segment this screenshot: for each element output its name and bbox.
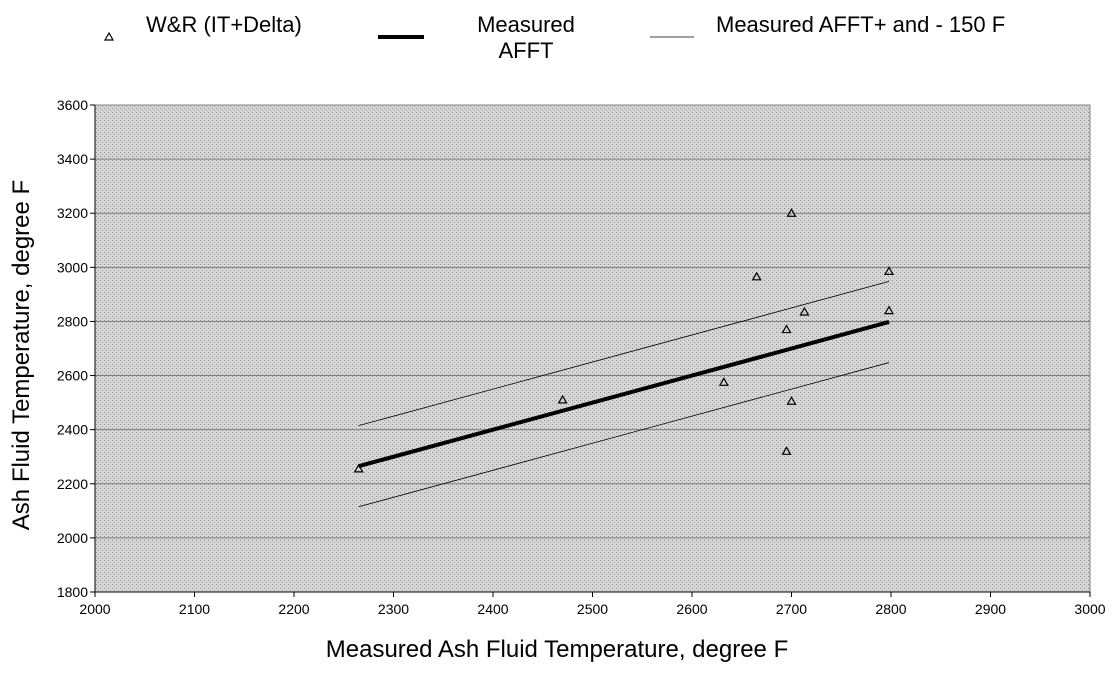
legend-label-bounds: Measured AFFT+ and - 150 F [716,12,1006,37]
scatter-point [353,463,364,473]
data-series [353,208,895,508]
y-tick-label: 3000 [57,259,88,275]
x-tick-label: 2600 [676,601,707,617]
legend-label-wr: W&R (IT+Delta) [146,12,302,37]
x-tick-label: 2200 [278,601,309,617]
y-tick-label: 2800 [57,313,88,329]
y-tick-label: 2600 [57,368,88,384]
x-tick-label: 2900 [975,601,1006,617]
legend-label-measured-afft: Measured AFFT [456,12,596,64]
x-tick-label: 2800 [875,601,906,617]
scatter-point [557,394,568,404]
legend-label-measured-afft-line1: Measured [477,12,575,37]
legend-label-measured-afft-line2: AFFT [498,38,554,63]
x-tick-label: 2700 [776,601,807,617]
scatter-point [883,266,895,275]
scatter-point [786,396,797,405]
y-tick-label: 1800 [57,584,88,600]
x-tick-label: 2300 [378,601,409,617]
axes [90,104,1091,597]
measured-afft-line [358,320,890,469]
scatter-point [781,324,792,334]
x-tick-label: 2400 [477,601,508,617]
scatter-point [781,446,792,455]
upper-bound-line [358,281,890,426]
y-tick-label: 3400 [57,151,88,167]
x-tick-label: 2100 [179,601,210,617]
x-axis-label: Measured Ash Fluid Temperature, degree F [325,636,789,663]
y-tick-label: 2200 [57,476,88,492]
chart-legend: W&R (IT+Delta) Measured AFFT Measured AF… [0,0,1114,80]
legend-triangle-marker [103,31,115,41]
scatter-point [883,305,895,315]
y-tick-label: 3600 [57,97,88,113]
scatter-point [751,271,762,281]
gridlines [95,104,1090,539]
tick-labels: 1800200022002400260028003000320034003600… [57,97,1106,617]
y-tick-label: 2400 [57,422,88,438]
scatter-point [799,306,810,316]
scatter-point [786,208,797,217]
x-tick-label: 2000 [79,601,110,617]
legend-symbols [103,31,694,41]
y-axis-label: Ash Fluid Temperature, degree F [8,179,35,531]
x-tick-label: 2500 [577,601,608,617]
x-tick-label: 3000 [1074,601,1105,617]
y-tick-label: 2000 [57,530,88,546]
y-tick-label: 3200 [57,205,88,221]
plot-area [94,104,1091,593]
scatter-point [718,377,729,386]
lower-bound-line [358,362,890,508]
